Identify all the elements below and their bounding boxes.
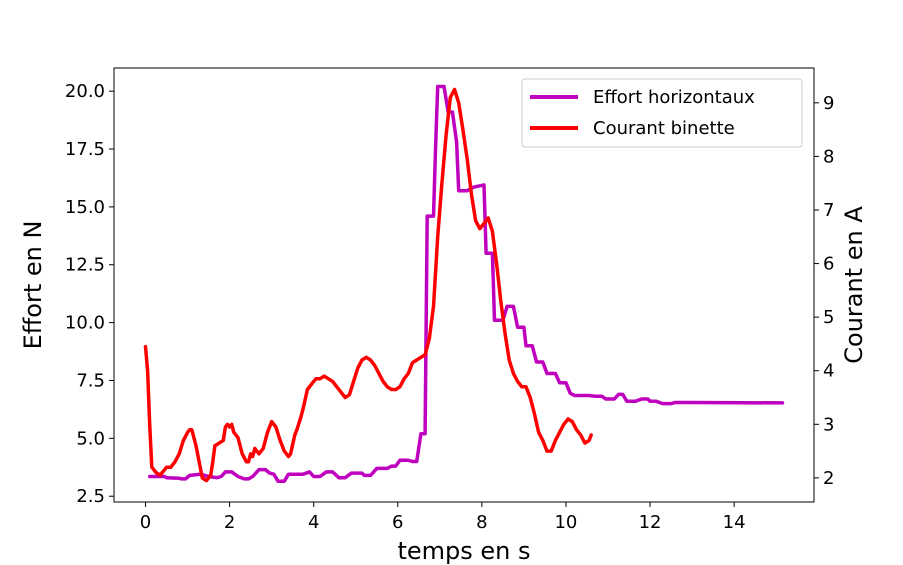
legend-box bbox=[521, 78, 803, 148]
x-tick-label: 12 bbox=[639, 512, 662, 533]
y-left-tick-label: 5.0 bbox=[76, 428, 105, 449]
legend-label-effort: Effort horizontaux bbox=[593, 87, 755, 108]
y-left-axis: 2.5 5.0 7.5 10.0 12.5 15.0 17.5 20.0 bbox=[65, 81, 114, 507]
y-right-tick-label: 6 bbox=[823, 254, 834, 275]
y-right-tick-label: 9 bbox=[823, 93, 834, 114]
y-right-tick-label: 3 bbox=[823, 414, 834, 435]
x-axis: 0 2 4 6 8 10 12 14 bbox=[140, 502, 746, 533]
x-tick-label: 10 bbox=[554, 512, 577, 533]
x-tick-label: 6 bbox=[392, 512, 403, 533]
y-right-tick-label: 4 bbox=[823, 361, 834, 382]
y-left-tick-label: 7.5 bbox=[76, 370, 105, 391]
legend: Effort horizontaux Courant binette bbox=[521, 78, 803, 148]
series-line-effort bbox=[147, 84, 785, 483]
y-right-tick-label: 7 bbox=[823, 200, 834, 221]
y-left-tick-label: 10.0 bbox=[65, 313, 105, 334]
y-right-tick-label: 8 bbox=[823, 146, 834, 167]
x-tick-label: 2 bbox=[224, 512, 235, 533]
y-left-tick-label: 17.5 bbox=[65, 139, 105, 160]
series-line-courant bbox=[143, 87, 593, 483]
y-left-tick-label: 2.5 bbox=[76, 486, 105, 507]
x-tick-label: 8 bbox=[476, 512, 487, 533]
x-axis-title: temps en s bbox=[397, 537, 530, 565]
y-right-axis: 2 3 4 5 6 7 8 9 bbox=[814, 93, 834, 489]
x-tick-label: 0 bbox=[140, 512, 151, 533]
y-right-axis-title: Courant en A bbox=[840, 206, 868, 364]
y-left-tick-label: 20.0 bbox=[65, 81, 105, 102]
y-right-tick-label: 2 bbox=[823, 468, 834, 489]
x-tick-label: 4 bbox=[308, 512, 319, 533]
y-left-tick-label: 15.0 bbox=[65, 197, 105, 218]
plot-frame bbox=[113, 67, 815, 503]
series-layer bbox=[143, 84, 785, 483]
y-left-tick-label: 12.5 bbox=[65, 255, 105, 276]
y-right-tick-label: 5 bbox=[823, 307, 834, 328]
y-left-axis-title: Effort en N bbox=[19, 221, 47, 350]
x-tick-label: 14 bbox=[723, 512, 746, 533]
legend-label-courant: Courant binette bbox=[593, 118, 735, 139]
